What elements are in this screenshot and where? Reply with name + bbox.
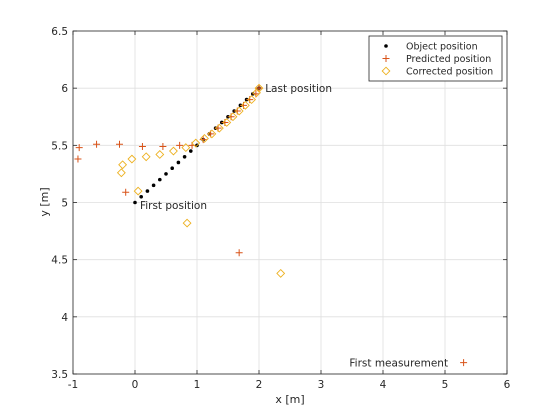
corrected-position-marker [182, 218, 192, 228]
corrected-position-marker [200, 134, 209, 143]
corrected-position-marker [141, 152, 151, 162]
predicted-position-marker [75, 144, 83, 152]
y-tick-label: 4.5 [51, 255, 68, 267]
y-axis-label: y [m] [38, 187, 51, 216]
corrected-position-marker [169, 146, 178, 156]
object-position-marker [133, 200, 137, 205]
predicted-position-marker [199, 136, 207, 144]
corrected-position-marker [181, 143, 191, 153]
corrected-position-marker [247, 95, 256, 105]
corrected-position-marker [254, 83, 264, 93]
predicted-position-marker [460, 359, 468, 367]
corrected-position-marker [118, 160, 128, 170]
object-position-marker [145, 189, 150, 193]
x-axis-label: x [m] [275, 393, 304, 406]
corrected-position-marker [127, 154, 137, 164]
y-tick-label: 6 [61, 83, 68, 95]
x-tick-label: 4 [380, 379, 387, 391]
object-position-marker [164, 172, 168, 176]
x-tick-label: 0 [132, 379, 139, 391]
object-position-marker [151, 183, 156, 188]
legend-entry-label: Predicted position [406, 54, 491, 65]
series-diamond [116, 83, 286, 278]
corrected-position-marker [214, 123, 224, 133]
x-tick-label: 3 [318, 379, 325, 391]
data-series [74, 83, 468, 367]
predicted-position-marker [122, 188, 130, 196]
legend-marker [382, 55, 390, 62]
y-tick-label: 3.5 [51, 369, 68, 381]
object-position-marker [189, 149, 193, 153]
legend-marker [384, 44, 388, 48]
corrected-position-marker [155, 150, 165, 159]
y-tick-label: 4 [61, 312, 68, 324]
predicted-position-marker [159, 142, 167, 150]
corrected-position-marker [116, 168, 126, 178]
legend-entry-label: Corrected position [406, 67, 493, 78]
x-tick-label: 2 [256, 379, 263, 391]
predicted-position-marker [255, 84, 263, 92]
legend-entry-label: Object position [406, 42, 478, 53]
object-position-marker [170, 166, 174, 170]
x-tick-label: -1 [68, 379, 78, 391]
corrected-position-marker [228, 112, 238, 122]
legend-marker [381, 66, 391, 76]
x-tick-label: 6 [504, 379, 511, 391]
predicted-position-marker [116, 140, 123, 148]
annotation-label: First position [140, 200, 207, 212]
object-position-marker [139, 194, 143, 199]
predicted-position-marker [74, 155, 82, 163]
predicted-position-marker [138, 142, 146, 150]
corrected-position-marker [133, 186, 143, 196]
y-tick-label: 5 [61, 198, 68, 210]
corrected-position-marker [240, 100, 250, 110]
predicted-position-marker [93, 140, 101, 148]
predicted-position-marker [235, 249, 243, 257]
legend-box [368, 35, 503, 82]
corrected-position-marker [207, 129, 217, 139]
axis-ticks: -1 0 1 2 3 4 5 6 3.5 4 4.5 5 5.5 6 6.5 [51, 26, 510, 391]
annotation-label: First measurement [349, 358, 448, 370]
corrected-position-marker [234, 106, 244, 116]
corrected-position-marker [222, 118, 232, 127]
predicted-position-marker [176, 141, 184, 149]
corrected-position-marker [276, 268, 286, 278]
y-tick-label: 6.5 [51, 26, 68, 38]
y-tick-label: 5.5 [51, 140, 68, 152]
annotation-label: Last position [265, 83, 332, 95]
x-tick-label: 1 [194, 379, 201, 391]
x-tick-label: 5 [442, 379, 449, 391]
annotations: First position Last position First measure… [140, 83, 448, 369]
object-position-marker [158, 177, 162, 182]
object-position-marker [182, 154, 187, 159]
corrected-position-marker [191, 138, 201, 148]
object-position-marker [176, 160, 181, 165]
